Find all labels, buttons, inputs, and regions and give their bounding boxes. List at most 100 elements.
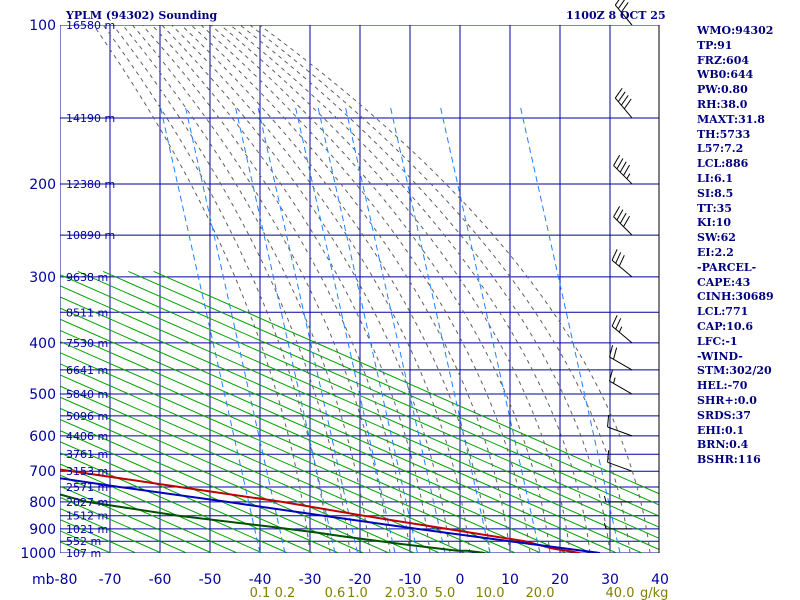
dry-adiabat — [153, 270, 659, 495]
height-label: 10890 m — [66, 229, 115, 242]
temperature-tick-label: 30 — [601, 572, 619, 588]
height-label: 2571 m — [66, 481, 108, 494]
moist-adiabat — [249, 25, 631, 553]
mixing-ratio-line — [317, 104, 418, 553]
wind-barb-flag — [603, 522, 607, 529]
height-label: 7530 m — [66, 337, 108, 350]
temperature-tick-label: 10 — [501, 572, 519, 588]
wind-barb-flag — [615, 318, 622, 330]
index-ei: EI:2.2 — [697, 245, 734, 259]
wind-barb-flag — [607, 450, 610, 463]
wind-barb-flag — [611, 315, 618, 327]
temperature-line — [60, 468, 581, 553]
wind-barb-flag — [611, 249, 618, 261]
dry-adiabat — [60, 363, 491, 553]
mixing-ratio-line — [257, 104, 358, 553]
moist-adiabat — [229, 25, 591, 553]
wind-barb — [607, 414, 633, 437]
index-srds: SRDS:37 — [697, 408, 751, 422]
pressure-label: 200 — [29, 177, 56, 193]
height-label: 9638 m — [66, 271, 108, 284]
pressure-label: 100 — [29, 18, 56, 34]
parcel-line — [60, 477, 601, 553]
dry-adiabat — [128, 270, 659, 506]
mixing-ratio-line — [294, 104, 396, 553]
dry-adiabat — [60, 407, 390, 553]
height-label: 3761 m — [66, 448, 108, 461]
index-hel: HEL:-70 — [697, 379, 748, 393]
index-si: SI:8.5 — [697, 186, 734, 200]
mixing-ratio-line — [234, 104, 336, 553]
wind-barb — [603, 495, 632, 503]
index-frz: FRZ:604 — [697, 53, 750, 67]
dry-adiabat — [60, 329, 567, 553]
index-l57: L57:7.2 — [697, 142, 744, 156]
index-maxt: MAXT:31.8 — [697, 112, 765, 126]
wind-barb-flag — [619, 161, 627, 173]
stability-indices: WMO:94302 TP:91 FRZ:604 WB0:644 PW:0.80 … — [697, 24, 797, 468]
index-tp: TP:91 — [697, 38, 733, 52]
mixing-ratio-label: 10.0 — [476, 586, 505, 600]
moist-adiabat — [161, 25, 451, 553]
wind-barb — [609, 345, 633, 371]
wind-barb-flag — [620, 2, 629, 13]
wind-barb-flag — [609, 369, 614, 382]
index-pw: PW:0.80 — [697, 83, 748, 97]
wind-barb — [607, 450, 633, 472]
index-cap: CAP:10.6 — [697, 319, 754, 333]
temperature-tick-label: 20 — [551, 572, 569, 588]
wind-barb — [603, 522, 632, 530]
wind-barb — [611, 315, 633, 344]
pressure-label: 800 — [29, 495, 56, 511]
mixing-ratio-label: 5.0 — [435, 586, 456, 600]
dry-adiabat — [60, 274, 659, 539]
index-wmo: WMO:94302 — [697, 24, 774, 37]
temperature-tick-label: -30 — [299, 572, 322, 588]
index-wb0: WB0:644 — [697, 68, 754, 82]
height-label: 16580 m — [66, 19, 115, 32]
moist-adiabat — [190, 25, 511, 553]
dewpoint-line — [60, 493, 486, 553]
moist-adiabat — [180, 25, 491, 553]
temperature-tick-label: -60 — [149, 572, 172, 588]
section-wind: -WIND- — [697, 349, 743, 363]
profile-lines — [60, 468, 601, 553]
moist-adiabat — [171, 25, 471, 553]
dry-adiabat — [60, 496, 187, 553]
wind-barb-flag — [618, 255, 625, 267]
dry-adiabat — [60, 441, 314, 553]
mixing-ratio-label: 0.6 — [325, 586, 346, 600]
wind-barb-staff — [607, 426, 633, 437]
wind-barb — [614, 87, 633, 119]
mixing-ratio-label: 2.0 — [385, 586, 406, 600]
wind-barb-flag — [607, 414, 610, 428]
temperature-tick-label: mb-80 — [32, 572, 77, 588]
index-cape: CAPE:43 — [697, 275, 751, 289]
wind-barb — [613, 154, 633, 185]
moist-adiabat — [132, 25, 391, 553]
height-label: 5096 m — [66, 410, 108, 423]
moist-adiabat — [239, 25, 611, 553]
dry-adiabat — [60, 474, 238, 553]
wind-barb-flag — [609, 345, 614, 358]
height-label: 1512 m — [66, 510, 108, 523]
dry-adiabat — [60, 307, 617, 553]
temperature-tick-label: -50 — [199, 572, 222, 588]
pressure-label: 500 — [29, 387, 56, 403]
moist-adiabat — [220, 25, 571, 553]
wind-barb-flag — [618, 326, 623, 333]
dry-adiabat — [60, 485, 213, 553]
wind-barb-flag — [616, 158, 624, 170]
temperature-tick-label: -10 — [399, 572, 422, 588]
index-tt: TT:35 — [697, 201, 732, 215]
wind-barb-flag — [617, 91, 626, 102]
mixing-ratio-label: 0.1 — [250, 586, 271, 600]
dry-adiabat — [60, 296, 643, 553]
moist-adiabat — [112, 25, 351, 553]
height-label: 4406 m — [66, 430, 108, 443]
dry-adiabat — [102, 270, 659, 517]
height-label: 3153 m — [66, 465, 108, 478]
wind-barb — [614, 0, 633, 26]
